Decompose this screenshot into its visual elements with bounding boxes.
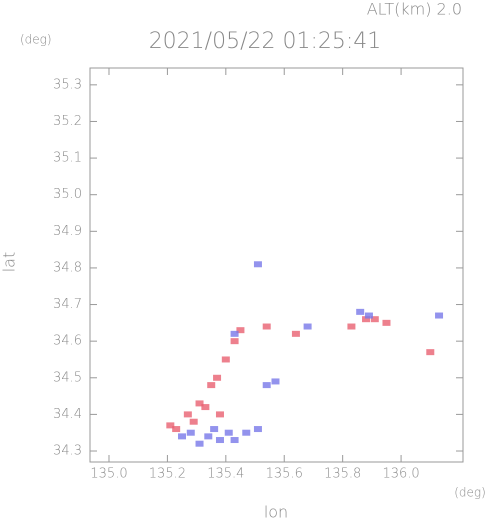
echo-point xyxy=(356,308,365,315)
echo-point xyxy=(262,323,271,330)
echo-point xyxy=(204,433,213,440)
echo-point xyxy=(242,429,251,436)
x-tick-label: 135.8 xyxy=(324,467,361,482)
echo-point xyxy=(213,374,222,381)
y-axis-label: lat xyxy=(0,252,19,273)
echo-point xyxy=(230,338,239,345)
x-tick-label: 135.0 xyxy=(90,467,127,482)
x-tick-label: 135.2 xyxy=(149,467,186,482)
y-unit: (deg) xyxy=(20,33,52,47)
echo-point xyxy=(291,330,300,337)
y-tick-label: 34.9 xyxy=(53,224,82,239)
y-tick-label: 35.2 xyxy=(53,114,82,129)
altitude-label: ALT(km) 2.0 xyxy=(367,0,462,19)
echo-point xyxy=(262,382,271,389)
x-unit: (deg) xyxy=(454,486,486,500)
echo-point xyxy=(172,426,181,433)
echo-point xyxy=(253,426,262,433)
x-axis-label: lon xyxy=(264,503,288,522)
echo-point xyxy=(178,433,187,440)
echo-point xyxy=(224,429,233,436)
echo-point xyxy=(347,323,356,330)
echo-point xyxy=(370,316,379,323)
chart-title: 2021/05/22 01:25:41 xyxy=(149,29,382,54)
x-tick-label: 135.4 xyxy=(207,467,244,482)
x-tick-label: 136.0 xyxy=(382,467,419,482)
echo-point xyxy=(215,411,224,418)
echo-point xyxy=(303,323,312,330)
echo-point xyxy=(230,330,239,337)
echo-point xyxy=(382,319,391,326)
y-tick-label: 34.8 xyxy=(53,260,82,275)
echo-point xyxy=(271,378,280,385)
echo-point xyxy=(362,316,371,323)
echo-point xyxy=(426,349,435,356)
y-tick-label: 34.3 xyxy=(53,444,82,459)
echo-point xyxy=(189,418,198,425)
y-tick-label: 35.1 xyxy=(53,151,82,166)
echo-point xyxy=(195,440,204,447)
echo-point xyxy=(253,261,262,268)
echo-point xyxy=(230,437,239,444)
y-tick-label: 34.4 xyxy=(53,407,82,422)
echo-point xyxy=(201,404,210,411)
echo-point xyxy=(195,400,204,407)
echo-point xyxy=(236,327,245,334)
y-tick-label: 34.7 xyxy=(53,297,82,312)
echo-point xyxy=(364,312,373,319)
y-tick-label: 34.5 xyxy=(53,370,82,385)
echo-point xyxy=(215,437,224,444)
echo-point xyxy=(210,426,219,433)
plot-frame xyxy=(89,67,464,463)
echo-point xyxy=(166,422,175,429)
y-tick-label: 35.3 xyxy=(53,77,82,92)
x-tick-label: 135.6 xyxy=(266,467,303,482)
echo-point xyxy=(186,429,195,436)
y-tick-label: 34.6 xyxy=(53,334,82,349)
echo-point xyxy=(207,382,216,389)
y-tick-label: 35.0 xyxy=(53,187,82,202)
echo-point xyxy=(221,356,230,363)
echo-point xyxy=(435,312,444,319)
echo-point xyxy=(183,411,192,418)
